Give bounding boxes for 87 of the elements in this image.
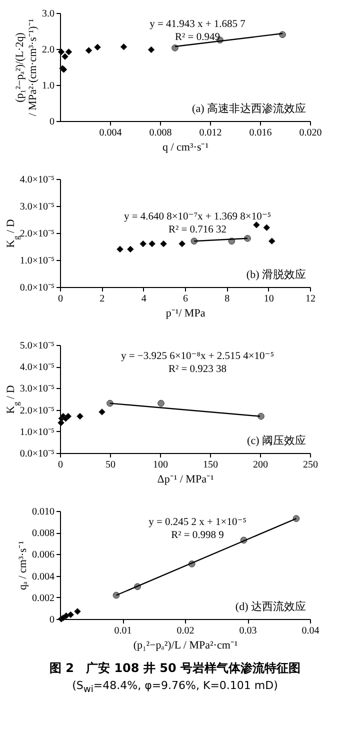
point (58, 48, 65, 56)
x-axis-title: q / cm³·s⁻¹ (162, 142, 209, 154)
y-tick-label: 0.002 (32, 592, 54, 604)
x-tick-label: 50 (106, 460, 116, 470)
annotation: (d) 达西流效应 (235, 600, 306, 613)
x-tick-label: 0 (58, 460, 63, 470)
y-tick-label: 3.0×10⁻⁵ (20, 384, 54, 395)
x-tick-label: 0.016 (249, 128, 272, 138)
annotation: y = 4.640 8×10⁻⁷x + 1.369 8×10⁻⁵ (124, 211, 272, 222)
point (62, 53, 68, 60)
x-tick-label: 0.02 (176, 626, 194, 636)
y-tick-label: 0.010 (32, 506, 54, 518)
y-tick-label: 0 (50, 116, 54, 128)
y-tick-label: 1.0×10⁻⁵ (20, 256, 54, 266)
point (120, 43, 128, 50)
point (244, 234, 251, 242)
x-tick-label: 6 (183, 294, 188, 304)
annotation: (a) 高速非达西渗流效应 (192, 102, 306, 115)
x-tick-label: 4 (141, 294, 146, 304)
y-tick-label: 0.0×10⁻⁵ (20, 282, 54, 294)
y-tick-label: 2.0 (42, 44, 54, 56)
point (127, 246, 134, 253)
x-axis-title: Δp⁻¹ / MPa⁻¹ (157, 474, 214, 486)
point (148, 46, 155, 54)
y-tick-label: 0.004 (32, 571, 54, 582)
y-axis-title: qₐ / cm³·s⁻¹ (17, 540, 29, 590)
x-tick-label: 12 (306, 294, 316, 304)
x-tick-label: 0.03 (239, 626, 257, 636)
y-tick-label: 5.0×10⁻⁵ (20, 340, 54, 352)
annotation: y = −3.925 6×10⁻⁸x + 2.515 4×10⁻⁵ (120, 351, 274, 362)
annotation: y = 0.245 2 x + 1×10⁻⁵ (148, 517, 247, 528)
x-tick-label: 10 (264, 294, 274, 304)
x-tick-label: 100 (153, 460, 168, 470)
annotation: R² = 0.716 32 (168, 224, 227, 236)
point (258, 412, 264, 420)
y-axis-title: (p₁²−pₐ²)/(L·2q) / MPa²·(cm·cm³·s⁻¹)⁻¹ (14, 18, 39, 116)
point (268, 238, 276, 245)
annotation: R² = 0.998 9 (171, 530, 224, 541)
x-tick-label: 250 (303, 460, 318, 470)
x-tick-label: 0 (58, 294, 63, 304)
annotation: y = 41.943 x + 1.685 7 (150, 19, 246, 30)
point (64, 412, 72, 420)
annotation: (b) 滑脱效应 (246, 268, 306, 281)
y-tick-label: 0 (50, 614, 54, 626)
x-tick-label: 0.020 (299, 128, 322, 138)
annotation: R² = 0.949 (175, 32, 220, 43)
point (178, 240, 186, 248)
annotation: R² = 0.923 38 (168, 364, 227, 375)
point (85, 47, 92, 54)
point (65, 48, 72, 56)
caption: 图 2 广安 108 井 50 号岩样气体渗流特征图 (48, 660, 302, 677)
point (76, 412, 84, 420)
y-tick-label: 4.0×10⁻⁵ (20, 174, 54, 186)
point (94, 44, 101, 51)
point (160, 240, 167, 248)
point (98, 408, 106, 416)
x-tick-label: 0.04 (302, 626, 320, 636)
y-tick-label: 1.0 (42, 80, 54, 92)
x-axis-title: p⁻¹/ MPa (166, 308, 206, 320)
point (253, 221, 260, 228)
x-tick-label: 0.008 (149, 128, 172, 138)
point (158, 400, 164, 407)
x-tick-label: 8 (224, 294, 230, 304)
point (74, 608, 81, 615)
y-tick-label: 0.006 (32, 550, 54, 561)
y-tick-label: 3.0×10⁻⁵ (20, 202, 54, 212)
x-tick-label: 150 (203, 460, 218, 470)
y-tick-label: 4.0×10⁻⁵ (20, 362, 54, 374)
point (116, 246, 124, 253)
point (140, 240, 147, 248)
x-tick-label: 0.004 (99, 128, 122, 138)
y-tick-label: 2.0×10⁻⁵ (20, 405, 54, 416)
point (67, 611, 74, 618)
x-tick-label: 0.012 (199, 128, 222, 138)
annotation: (c) 阈压效应 (247, 434, 306, 447)
x-tick-label: 200 (253, 460, 268, 470)
x-tick-label: 0.01 (114, 626, 132, 636)
y-tick-label: 0.008 (32, 528, 54, 540)
text: (S$_{wi}$=48.4%, φ=9.76%, K=0.101 mD) (71, 679, 279, 696)
x-tick-label: 2 (100, 294, 105, 304)
x-axis-title: (p₁²−pₐ²)/L / MPa²·cm⁻¹ (133, 640, 238, 652)
point (148, 240, 156, 248)
y-tick-label: 0.0×10⁻⁵ (20, 448, 54, 460)
point (263, 224, 270, 232)
y-tick-label: 3.0 (42, 8, 54, 20)
y-tick-label: 2.0×10⁻⁵ (20, 228, 54, 240)
y-tick-label: 1.0×10⁻⁵ (20, 426, 54, 438)
